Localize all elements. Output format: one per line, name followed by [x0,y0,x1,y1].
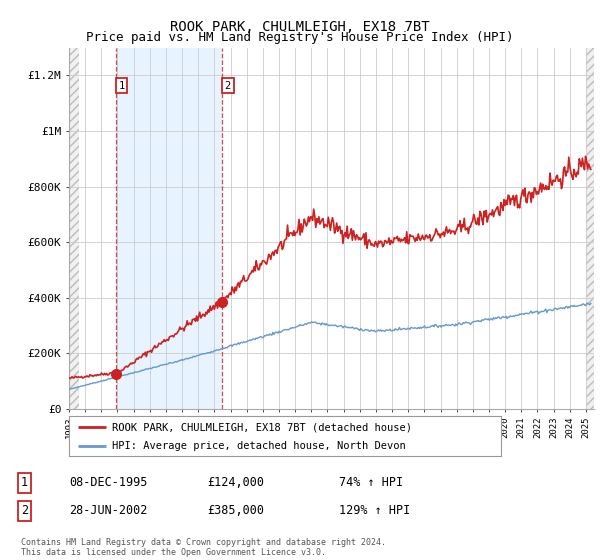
Bar [69,48,79,409]
Text: 129% ↑ HPI: 129% ↑ HPI [339,504,410,517]
Text: £124,000: £124,000 [207,476,264,489]
Text: ROOK PARK, CHULMLEIGH, EX18 7BT (detached house): ROOK PARK, CHULMLEIGH, EX18 7BT (detache… [112,422,412,432]
Text: 1: 1 [119,81,125,91]
Text: 08-DEC-1995: 08-DEC-1995 [69,476,148,489]
Text: £385,000: £385,000 [207,504,264,517]
Text: ROOK PARK, CHULMLEIGH, EX18 7BT: ROOK PARK, CHULMLEIGH, EX18 7BT [170,20,430,34]
Text: 1: 1 [21,476,28,489]
Text: 28-JUN-2002: 28-JUN-2002 [69,504,148,517]
Text: 2: 2 [21,504,28,517]
Bar [586,48,596,409]
Text: Price paid vs. HM Land Registry's House Price Index (HPI): Price paid vs. HM Land Registry's House … [86,31,514,44]
Text: HPI: Average price, detached house, North Devon: HPI: Average price, detached house, Nort… [112,441,406,451]
Text: Contains HM Land Registry data © Crown copyright and database right 2024.
This d: Contains HM Land Registry data © Crown c… [21,538,386,557]
Text: 2: 2 [225,81,231,91]
Bar [116,48,222,409]
Text: 74% ↑ HPI: 74% ↑ HPI [339,476,403,489]
